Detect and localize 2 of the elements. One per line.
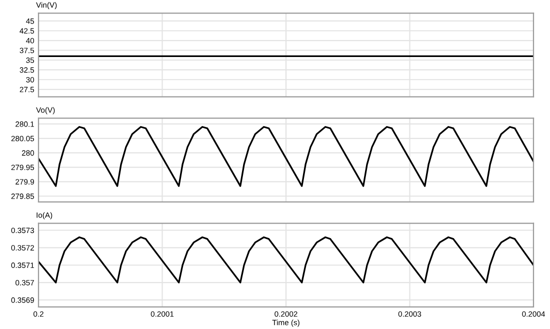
line-series (38, 126, 534, 187)
line-series (38, 236, 534, 284)
